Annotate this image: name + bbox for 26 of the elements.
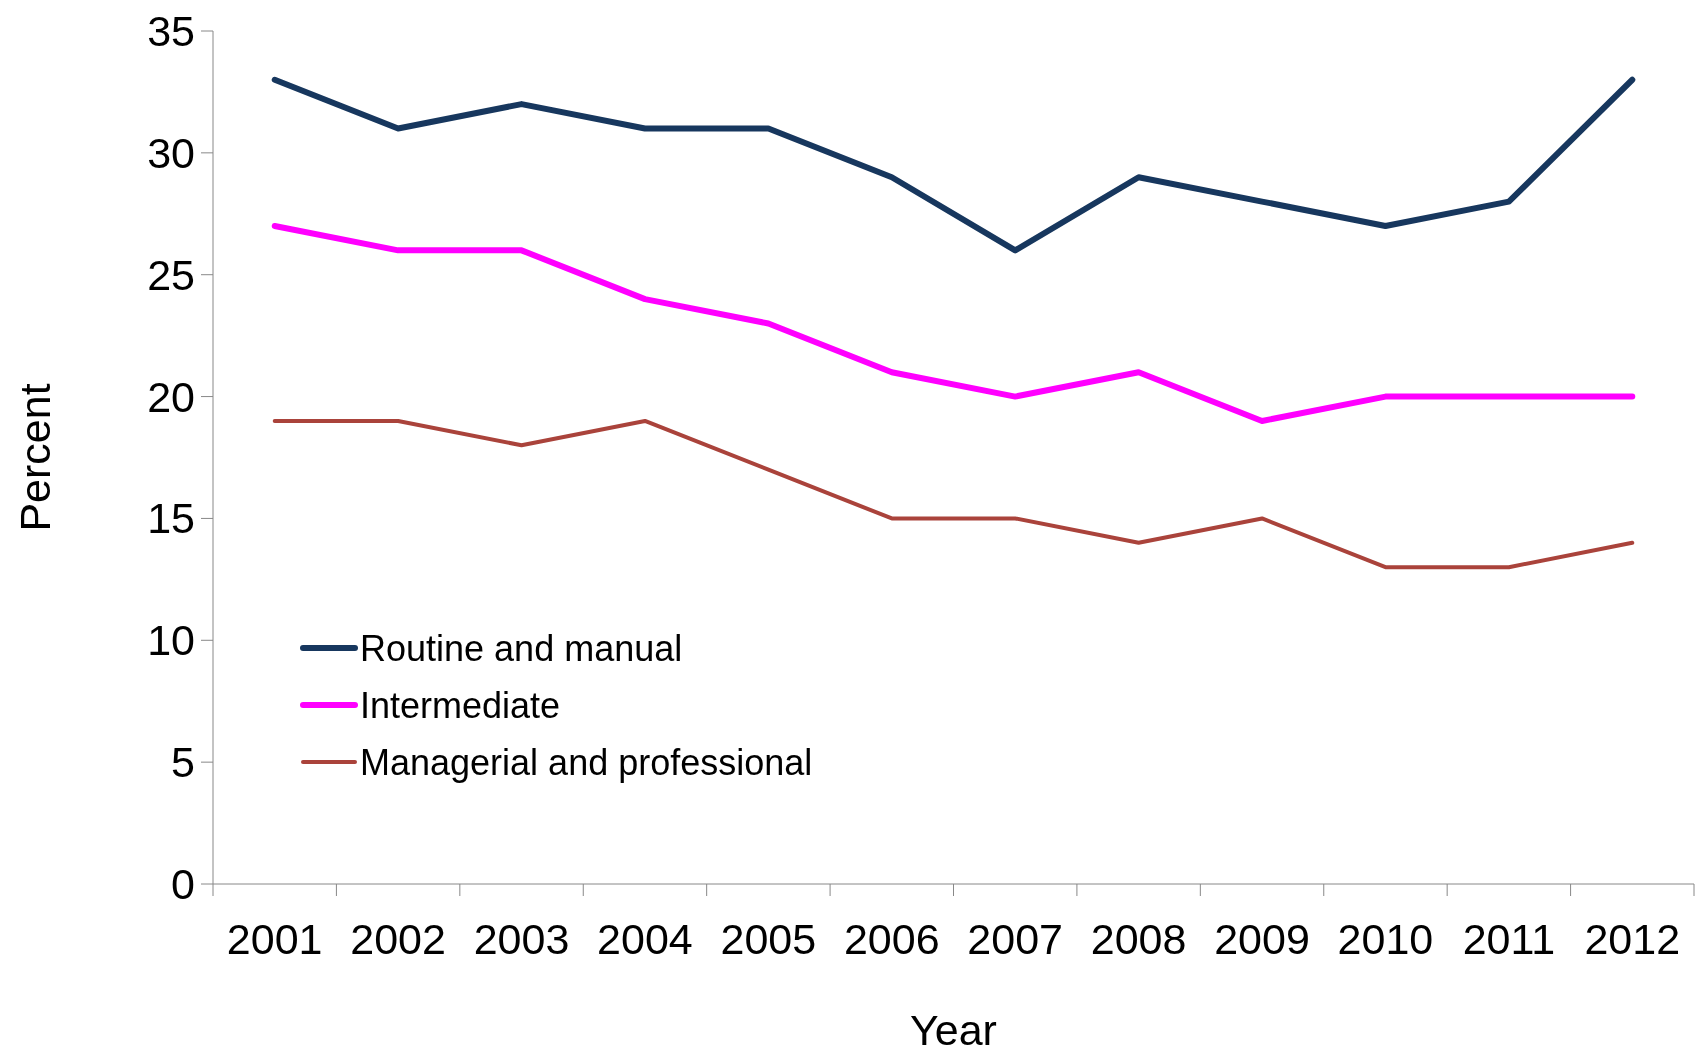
y-tick-label: 5 — [171, 738, 195, 787]
y-tick-label: 35 — [147, 7, 195, 56]
line-series — [272, 418, 1635, 570]
y-tick-label: 30 — [147, 128, 195, 177]
y-tick-label: 10 — [147, 616, 195, 665]
y-axis-title: Percent — [11, 383, 59, 532]
x-axis-title: Year — [910, 1006, 997, 1054]
legend-label: Managerial and professional — [360, 741, 813, 783]
x-tick-label: 2003 — [473, 915, 570, 963]
x-tick-label: 2008 — [1090, 915, 1187, 963]
x-tick-label: 2004 — [597, 915, 693, 963]
x-tick-label: 2006 — [843, 915, 940, 963]
x-tick-label: 2005 — [720, 915, 817, 963]
legend-label: Routine and manual — [360, 627, 683, 669]
x-tick-label: 2002 — [350, 915, 446, 963]
x-tick-label: 2012 — [1584, 915, 1681, 963]
y-tick-label: 0 — [171, 860, 195, 909]
y-tick-label: 25 — [147, 250, 195, 299]
x-tick-label: 2001 — [226, 915, 323, 963]
x-tick-label: 2011 — [1462, 915, 1556, 963]
y-tick-label: 15 — [147, 494, 195, 543]
legend-label: Intermediate — [360, 684, 561, 726]
y-tick-label: 20 — [147, 372, 195, 421]
x-tick-label: 2007 — [967, 915, 1064, 963]
x-tick-label: 2010 — [1337, 915, 1434, 963]
x-tick-label: 2009 — [1214, 915, 1310, 963]
